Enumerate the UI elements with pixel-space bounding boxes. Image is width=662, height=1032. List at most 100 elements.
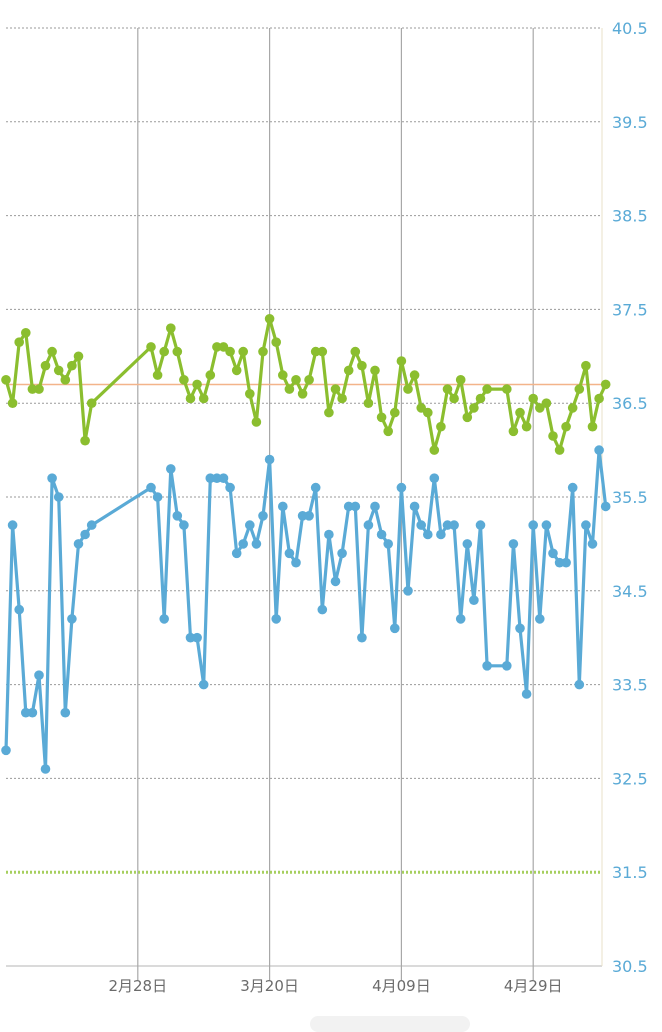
green-data-point [304,375,314,385]
blue-data-point [594,445,604,455]
green-data-point [310,346,321,357]
blue-data-point [357,632,367,643]
green-data-point [40,360,51,371]
blue-data-point [310,482,321,493]
green-data-point [561,421,571,432]
blue-data-point [469,595,479,605]
blue-data-point [561,557,571,568]
blue-data-point [376,529,387,540]
green-data-point [409,370,420,380]
y-tick-label: 36.5 [612,394,648,413]
blue-data-point [198,679,209,690]
green-data-point [330,384,341,394]
green-data-point [198,393,209,404]
green-series-line [4,317,608,452]
green-data-point [581,360,591,371]
blue-data-point [535,614,545,624]
green-data-point [258,346,268,357]
green-data-point [469,403,479,413]
blue-data-point [337,548,347,559]
y-tick-label: 40.5 [612,19,648,38]
blue-data-point [278,501,288,512]
blue-data-point [324,529,334,540]
green-data-point [350,346,361,357]
green-data-point [73,351,84,362]
blue-data-point [238,539,248,549]
blue-data-point [396,482,407,493]
green-data-point [152,370,163,380]
blue-data-point [67,614,77,624]
blue-data-point [528,520,538,530]
green-data-point [146,342,156,352]
blue-data-point [508,539,519,549]
green-data-point [27,384,38,394]
blue-data-point [14,604,24,615]
blue-data-point [47,473,57,484]
green-data-point [284,384,295,394]
green-data-point [192,379,202,390]
x-tick-label: 3月20日 [240,977,299,995]
y-tick-label: 32.5 [612,769,648,788]
green-data-point [278,370,288,380]
green-data-point [245,389,255,399]
y-tick-label: 33.5 [612,676,648,695]
green-data-point [357,360,367,371]
green-data-point [1,375,11,385]
blue-data-point [317,604,328,615]
blue-data-point [403,586,413,596]
blue-data-point [482,661,492,671]
blue-data-point [40,764,51,774]
green-data-point [251,417,262,427]
blue-data-point [567,482,578,493]
green-data-point [34,384,44,394]
green-data-point [80,435,90,446]
green-data-point [231,365,242,376]
blue-data-point [73,539,84,549]
green-data-point [403,384,413,394]
green-data-point [390,407,400,418]
green-data-point [47,346,57,357]
blue-data-point [271,614,282,624]
green-data-point [423,407,433,418]
blue-data-point [80,529,90,540]
green-data-point [508,426,519,437]
green-data-point [548,431,558,441]
blue-data-point [258,511,268,521]
blue-data-point [409,501,420,512]
blue-data-point [172,511,183,521]
blue-data-point [7,520,18,530]
green-data-point [297,389,308,399]
green-data-point [528,393,538,404]
blue-data-point [521,689,532,699]
green-data-point [159,346,169,357]
green-data-point [436,421,446,432]
green-data-point [271,337,282,348]
green-data-point [475,393,486,404]
blue-data-point [1,745,11,756]
green-data-point [482,384,492,394]
blue-data-point [27,707,38,718]
green-data-point [363,398,374,409]
blue-data-point [350,501,361,512]
green-data-point [455,375,466,385]
green-data-point [574,384,585,394]
blue-data-point [218,473,229,484]
y-tick-label: 35.5 [612,488,648,507]
blue-data-point [442,520,453,530]
blue-data-point [574,679,585,690]
green-data-point [67,360,77,371]
y-tick-label: 37.5 [612,300,648,319]
y-tick-label: 31.5 [612,863,648,882]
green-data-point [185,393,196,404]
blue-data-point [587,539,598,549]
green-data-point [449,393,459,404]
green-data-point [86,398,97,409]
green-data-point [264,314,275,324]
blue-data-point [86,520,97,530]
blue-data-point [541,520,552,530]
blue-data-point [330,576,341,587]
green-data-point [179,375,189,385]
green-data-point [376,412,387,423]
blue-data-point [383,539,394,549]
